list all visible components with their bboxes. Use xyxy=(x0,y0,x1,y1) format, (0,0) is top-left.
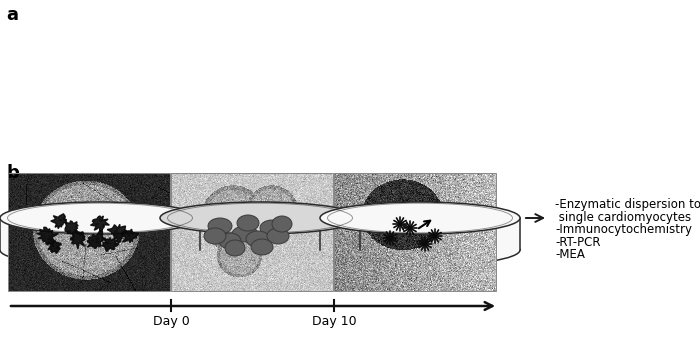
Ellipse shape xyxy=(267,228,289,244)
Ellipse shape xyxy=(59,219,62,221)
Polygon shape xyxy=(51,214,66,229)
Text: b: b xyxy=(6,164,19,182)
Ellipse shape xyxy=(110,243,111,244)
Ellipse shape xyxy=(272,216,292,232)
Ellipse shape xyxy=(160,234,360,266)
Bar xyxy=(334,173,496,291)
Ellipse shape xyxy=(433,234,437,238)
Ellipse shape xyxy=(92,239,94,241)
Text: single cardiomyocytes: single cardiomyocytes xyxy=(555,210,691,224)
Ellipse shape xyxy=(74,230,76,231)
Ellipse shape xyxy=(62,217,66,219)
Text: Day 0: Day 0 xyxy=(153,315,190,328)
Ellipse shape xyxy=(408,226,412,230)
Polygon shape xyxy=(107,224,129,243)
Ellipse shape xyxy=(57,247,58,248)
Ellipse shape xyxy=(72,235,75,237)
Polygon shape xyxy=(65,221,79,234)
Ellipse shape xyxy=(63,219,66,221)
Ellipse shape xyxy=(219,233,241,249)
Polygon shape xyxy=(90,216,109,232)
Ellipse shape xyxy=(208,218,232,234)
Ellipse shape xyxy=(76,224,79,227)
Ellipse shape xyxy=(130,236,131,237)
Bar xyxy=(160,218,360,250)
Bar xyxy=(171,173,333,291)
Ellipse shape xyxy=(398,222,402,226)
Ellipse shape xyxy=(47,238,50,240)
Polygon shape xyxy=(102,238,119,252)
Text: -Enzymatic dispersion to: -Enzymatic dispersion to xyxy=(555,198,700,211)
Ellipse shape xyxy=(67,230,71,233)
Bar xyxy=(0,218,200,250)
Ellipse shape xyxy=(204,228,226,244)
Ellipse shape xyxy=(225,240,245,256)
Ellipse shape xyxy=(389,236,392,240)
Ellipse shape xyxy=(260,220,284,236)
Text: -Immunocytochemistry: -Immunocytochemistry xyxy=(555,223,692,236)
Ellipse shape xyxy=(320,234,520,266)
Bar xyxy=(320,218,520,250)
Ellipse shape xyxy=(52,245,55,247)
Ellipse shape xyxy=(114,230,118,233)
Ellipse shape xyxy=(78,233,82,236)
Ellipse shape xyxy=(99,219,103,221)
Ellipse shape xyxy=(56,246,59,248)
Ellipse shape xyxy=(160,202,360,234)
Ellipse shape xyxy=(96,237,99,240)
Ellipse shape xyxy=(251,239,273,255)
Bar xyxy=(8,173,170,291)
Ellipse shape xyxy=(246,231,270,247)
Ellipse shape xyxy=(0,234,200,266)
Ellipse shape xyxy=(50,236,51,237)
Ellipse shape xyxy=(127,234,130,236)
Ellipse shape xyxy=(95,223,99,225)
Ellipse shape xyxy=(232,226,258,242)
Polygon shape xyxy=(71,231,85,249)
Polygon shape xyxy=(122,229,139,243)
Polygon shape xyxy=(48,241,61,253)
Text: -MEA: -MEA xyxy=(555,248,585,261)
Ellipse shape xyxy=(96,241,99,244)
Ellipse shape xyxy=(320,202,520,234)
Ellipse shape xyxy=(116,228,118,230)
Ellipse shape xyxy=(121,231,125,234)
Ellipse shape xyxy=(102,224,105,226)
Text: -RT-PCR: -RT-PCR xyxy=(555,236,601,248)
Polygon shape xyxy=(88,230,106,248)
Ellipse shape xyxy=(71,239,74,241)
Ellipse shape xyxy=(0,202,200,234)
Ellipse shape xyxy=(237,215,259,231)
Ellipse shape xyxy=(106,242,109,245)
Ellipse shape xyxy=(113,243,116,246)
Text: Day 10: Day 10 xyxy=(312,315,356,328)
Ellipse shape xyxy=(131,232,134,234)
Polygon shape xyxy=(36,227,59,246)
Text: a: a xyxy=(6,6,18,24)
Ellipse shape xyxy=(49,239,52,241)
Ellipse shape xyxy=(424,242,427,246)
